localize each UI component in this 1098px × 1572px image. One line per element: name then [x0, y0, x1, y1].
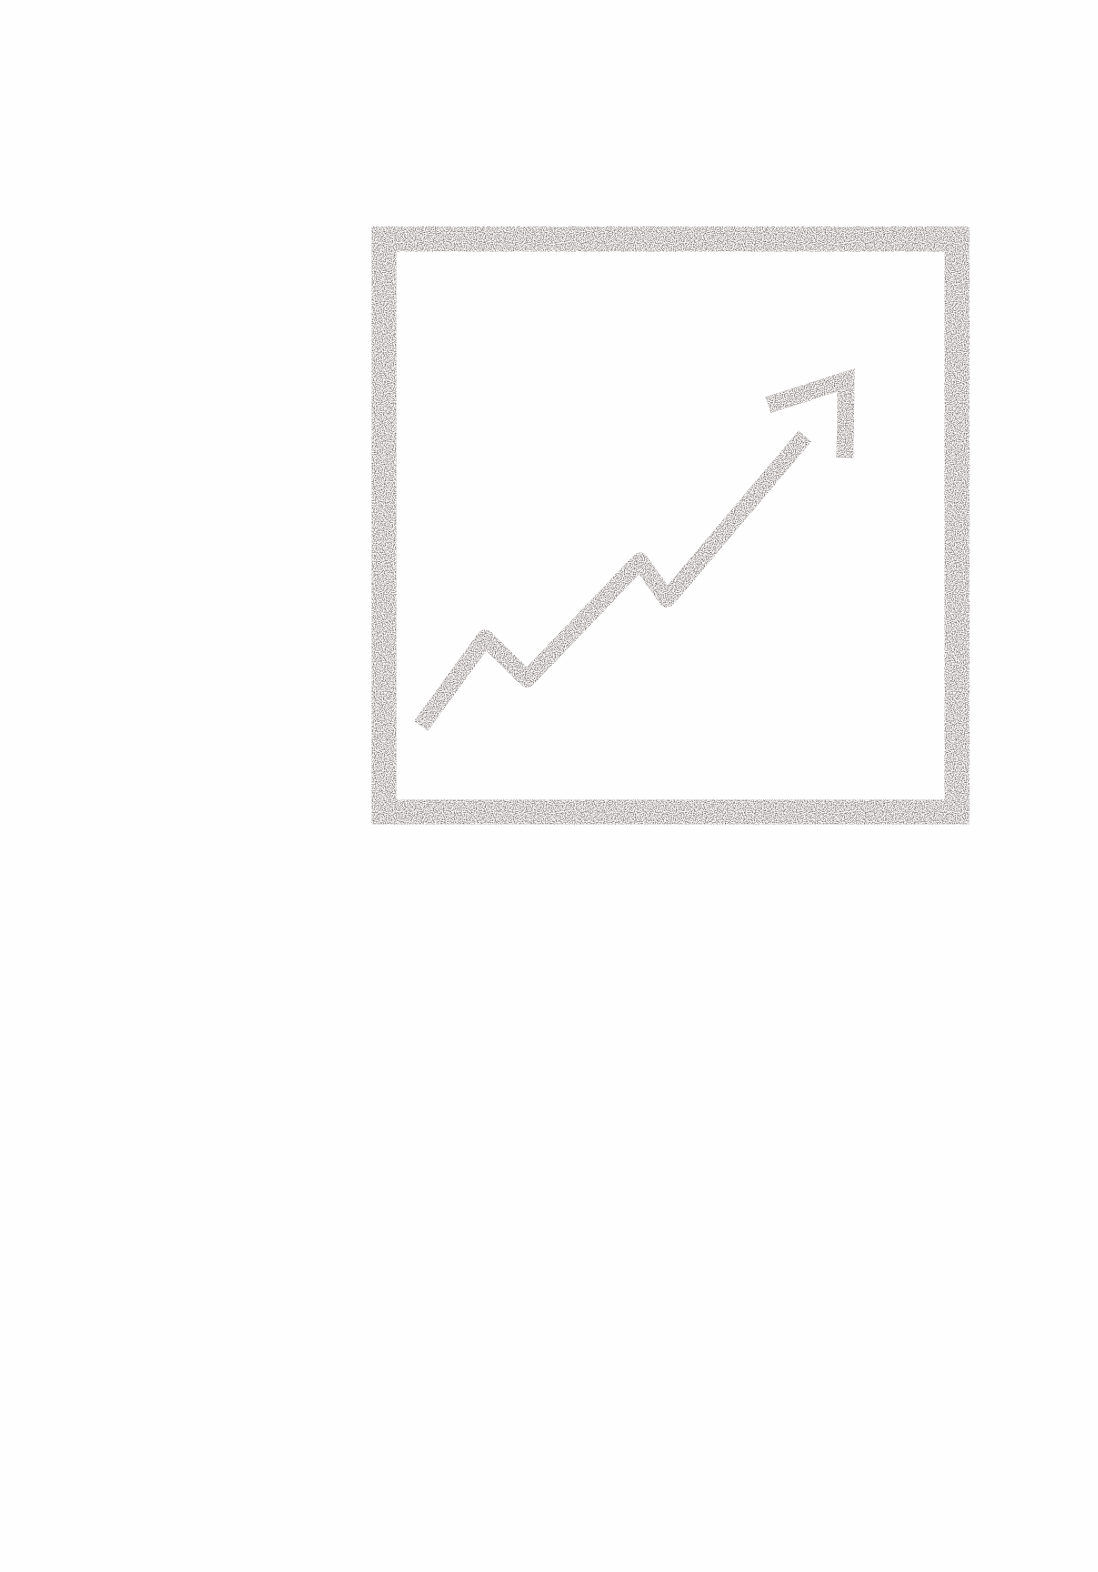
- arrow-head: [765, 368, 855, 459]
- frame-square: [371, 226, 970, 825]
- trending-up-chart-icon: [371, 226, 970, 825]
- trend-line: [414, 430, 812, 731]
- icon-artwork: [371, 226, 970, 825]
